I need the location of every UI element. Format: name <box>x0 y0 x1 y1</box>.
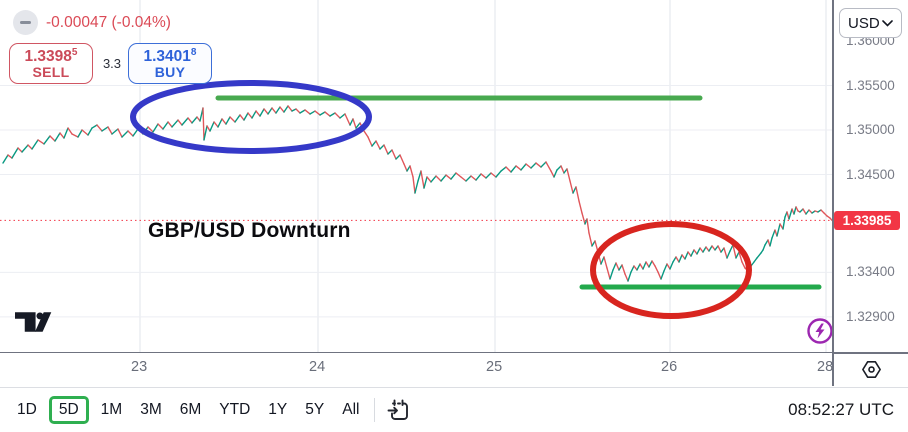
chevron-down-icon <box>882 19 893 27</box>
clock-utc: 08:52:27 UTC <box>788 400 894 419</box>
price-chart <box>0 0 832 352</box>
currency-dropdown[interactable]: USD <box>839 8 902 38</box>
range-button-1m[interactable]: 1M <box>100 401 123 418</box>
range-button-3m[interactable]: 3M <box>140 401 162 418</box>
go-to-date-button[interactable] <box>385 397 412 424</box>
red-ellipse <box>590 221 752 319</box>
range-button-ytd[interactable]: YTD <box>219 401 251 418</box>
minus-icon <box>20 21 31 24</box>
toolbar-separator <box>0 387 908 388</box>
bottom-toolbar: 1D 5D 1M 3M 6M YTD 1Y 5Y All 08:52:27 UTC <box>0 388 908 432</box>
axis-vertical-separator <box>832 0 834 386</box>
toolbar-divider <box>374 398 376 422</box>
price-tick-label: 1.32900 <box>846 308 895 324</box>
range-button-5y[interactable]: 5Y <box>305 401 325 418</box>
sell-label: SELL <box>32 63 70 80</box>
last-price-badge: 1.33985 <box>834 210 900 230</box>
range-selector: 1D 5D 1M 3M 6M YTD 1Y 5Y All <box>8 396 368 424</box>
calendar-icon <box>388 399 409 420</box>
buy-button[interactable]: 1.34018 BUY <box>128 43 212 84</box>
price-change: -0.00047 (-0.04%) <box>46 14 171 31</box>
tradingview-logo[interactable] <box>15 312 54 332</box>
time-axis-label: 26 <box>661 359 678 375</box>
price-axis[interactable]: USD 1.33985 1.36000 1.35500 1.35000 1.34500… <box>833 0 908 352</box>
price-tick-label: 1.35000 <box>846 122 895 137</box>
axis-settings-corner[interactable] <box>834 353 908 386</box>
time-axis[interactable]: 23 24 25 26 28 <box>0 353 834 386</box>
time-axis-label: 28 <box>817 359 834 375</box>
chart-annotation-title: GBP/USD Downturn <box>148 219 351 242</box>
time-axis-label: 23 <box>131 359 148 375</box>
sell-button[interactable]: 1.33985 SELL <box>9 43 93 84</box>
blue-ellipse <box>130 80 372 154</box>
price-tick-label: 1.33400 <box>846 264 895 280</box>
chart-plot-area[interactable]: GBP/USD Downturn <box>0 0 832 352</box>
collapse-legend-button[interactable] <box>13 10 38 35</box>
time-axis-label: 24 <box>309 359 326 375</box>
price-scale-settings-icon <box>861 361 881 378</box>
range-button-1d[interactable]: 1D <box>17 401 37 418</box>
range-button-6m[interactable]: 6M <box>179 401 202 418</box>
time-axis-label: 25 <box>486 359 503 375</box>
currency-label: USD <box>848 14 880 32</box>
sell-price: 1.3398 <box>24 47 72 65</box>
spread-value: 3.3 <box>102 56 122 71</box>
flash-boost-icon[interactable] <box>806 317 832 345</box>
price-tick-label: 1.34500 <box>846 166 895 182</box>
range-button-5d[interactable]: 5D <box>48 396 89 424</box>
axis-horizontal-separator <box>0 352 908 354</box>
range-button-1y[interactable]: 1Y <box>268 401 288 418</box>
price-tick-label: 1.35500 <box>846 77 895 93</box>
range-button-all[interactable]: All <box>342 401 360 418</box>
buy-label: BUY <box>154 63 186 80</box>
buy-price: 1.3401 <box>143 47 191 65</box>
